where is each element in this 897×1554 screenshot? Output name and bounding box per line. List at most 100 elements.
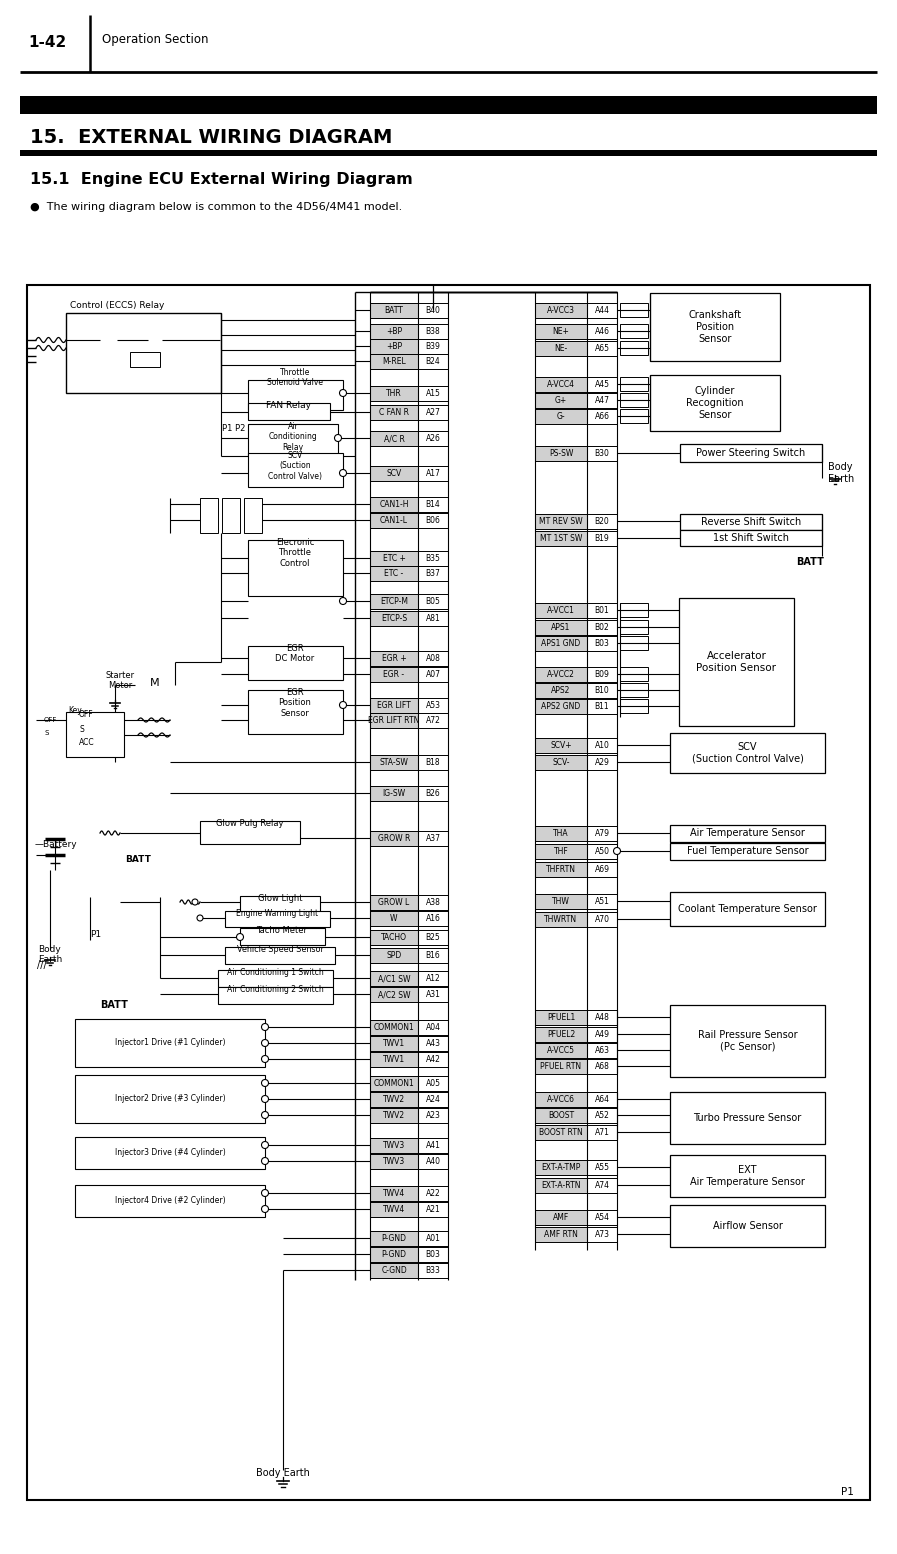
Bar: [66, 312, 221, 393]
Text: BOOST RTN: BOOST RTN: [539, 1128, 583, 1138]
Text: Body
Earth: Body Earth: [828, 462, 854, 483]
Text: B10: B10: [595, 685, 609, 695]
Bar: [248, 646, 343, 681]
Bar: [370, 1186, 418, 1201]
Text: AMF RTN: AMF RTN: [544, 1231, 578, 1239]
Bar: [535, 912, 587, 928]
Bar: [75, 1019, 265, 1068]
Circle shape: [262, 1055, 268, 1063]
Bar: [130, 353, 160, 367]
Text: TWV1: TWV1: [383, 1055, 405, 1064]
Bar: [670, 842, 825, 859]
Text: A74: A74: [595, 1181, 609, 1190]
Text: STA-SW: STA-SW: [379, 758, 408, 768]
Circle shape: [339, 390, 346, 396]
Bar: [418, 929, 448, 945]
Bar: [679, 598, 794, 726]
Text: PS-SW: PS-SW: [549, 449, 573, 458]
Text: B05: B05: [425, 597, 440, 606]
Bar: [587, 340, 617, 356]
Bar: [418, 987, 448, 1002]
Text: B02: B02: [595, 623, 609, 632]
Text: A-VCC3: A-VCC3: [547, 306, 575, 315]
Bar: [370, 651, 418, 667]
Bar: [587, 862, 617, 876]
Bar: [66, 712, 124, 757]
Text: S: S: [44, 730, 48, 737]
Text: B03: B03: [425, 1249, 440, 1259]
Polygon shape: [238, 434, 245, 440]
Text: ///: ///: [37, 960, 47, 970]
Bar: [535, 323, 587, 339]
Text: THR: THR: [386, 388, 402, 398]
Text: A12: A12: [425, 974, 440, 984]
Text: B03: B03: [595, 639, 609, 648]
Text: Airflow Sensor: Airflow Sensor: [712, 1221, 782, 1231]
Text: Key: Key: [68, 706, 82, 715]
Bar: [587, 1027, 617, 1043]
Text: EXT-A-TMP: EXT-A-TMP: [541, 1162, 580, 1172]
Text: A-VCC6: A-VCC6: [547, 1096, 575, 1103]
Bar: [418, 466, 448, 482]
Bar: [535, 1228, 587, 1242]
Bar: [680, 514, 822, 530]
Text: B20: B20: [595, 517, 609, 525]
Bar: [248, 539, 343, 597]
Bar: [535, 393, 587, 409]
Circle shape: [339, 597, 346, 605]
Bar: [370, 786, 418, 800]
Text: MT 1ST SW: MT 1ST SW: [540, 535, 582, 542]
Bar: [418, 895, 448, 911]
Text: A53: A53: [425, 701, 440, 710]
Text: Turbo Pressure Sensor: Turbo Pressure Sensor: [693, 1113, 802, 1124]
Text: BATT: BATT: [796, 556, 824, 567]
Text: Tacho Meter: Tacho Meter: [257, 926, 308, 936]
Text: A01: A01: [425, 1234, 440, 1243]
Text: AMF: AMF: [553, 1214, 569, 1221]
Bar: [620, 409, 648, 423]
Bar: [587, 1159, 617, 1175]
Bar: [620, 699, 648, 713]
Text: EGR
DC Motor: EGR DC Motor: [275, 643, 315, 664]
Text: P1: P1: [90, 929, 101, 939]
Text: Engine Warning Light: Engine Warning Light: [236, 909, 318, 918]
Text: Accelerator
Position Sensor: Accelerator Position Sensor: [696, 651, 777, 673]
Text: A52: A52: [595, 1111, 609, 1120]
Bar: [587, 1108, 617, 1124]
Text: B37: B37: [425, 569, 440, 578]
Bar: [418, 354, 448, 368]
Text: SCV-: SCV-: [553, 758, 570, 768]
Bar: [587, 393, 617, 409]
Bar: [370, 911, 418, 926]
Text: A44: A44: [595, 306, 609, 315]
Text: Fuel Temperature Sensor: Fuel Temperature Sensor: [687, 847, 808, 856]
Circle shape: [335, 435, 342, 441]
Bar: [370, 1019, 418, 1035]
Bar: [370, 594, 418, 609]
Text: Glow Light: Glow Light: [257, 894, 302, 903]
Bar: [620, 620, 648, 634]
Bar: [370, 497, 418, 511]
Polygon shape: [228, 434, 235, 440]
Bar: [370, 430, 418, 446]
Circle shape: [339, 469, 346, 477]
Text: THWRTN: THWRTN: [544, 915, 578, 925]
Text: TWV3: TWV3: [383, 1158, 405, 1166]
Text: A07: A07: [425, 670, 440, 679]
Bar: [370, 895, 418, 911]
Bar: [418, 786, 448, 800]
Text: A42: A42: [425, 1055, 440, 1064]
Bar: [670, 1092, 825, 1144]
Text: B35: B35: [425, 553, 440, 563]
Text: ACC: ACC: [79, 738, 94, 747]
Bar: [418, 1138, 448, 1153]
Text: A/C1 SW: A/C1 SW: [378, 974, 410, 984]
Text: OFF: OFF: [79, 710, 93, 720]
Text: COMMON1: COMMON1: [374, 1023, 414, 1032]
Text: Body Earth: Body Earth: [256, 1469, 310, 1478]
Text: APS1 GND: APS1 GND: [542, 639, 580, 648]
Bar: [370, 513, 418, 528]
Bar: [535, 1178, 587, 1193]
Bar: [587, 912, 617, 928]
Bar: [535, 636, 587, 651]
